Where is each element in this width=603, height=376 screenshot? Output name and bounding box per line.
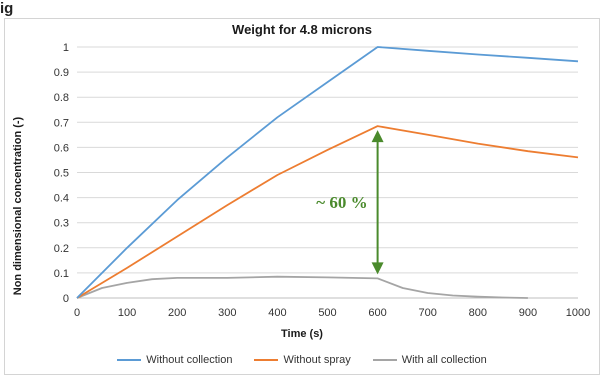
series-line-without-collection (76, 46, 579, 299)
x-tick-label: 1000 (566, 307, 590, 319)
y-tick-label: 1 (63, 42, 69, 54)
y-tick-label: 0.2 (54, 243, 69, 255)
x-tick-label: 400 (268, 307, 286, 319)
legend-label: With all collection (401, 354, 487, 366)
legend-label: Without spray (283, 354, 351, 366)
legend-item-without-spray: Without spray (254, 354, 351, 366)
series-line-without-spray (76, 125, 579, 299)
x-tick-label: 100 (118, 307, 136, 319)
y-tick-label: 0.6 (54, 142, 69, 154)
legend-item-with-all-collection: With all collection (372, 354, 487, 366)
x-tick-label: 800 (469, 307, 487, 319)
series-line-with-all-collection (76, 275, 528, 299)
legend: Without collection Without spray With al… (5, 354, 599, 366)
x-tick-label: 300 (218, 307, 236, 319)
y-tick-label: 0 (63, 293, 69, 305)
annotation-arrowhead-down (371, 262, 384, 275)
y-tick-label: 0.7 (54, 117, 69, 129)
chart-plot: 0 0.1 0.2 0.3 0.4 0.5 0.6 0.7 0.8 0.9 1 0 100 200 300 4… (54, 42, 591, 319)
legend-label: Without collection (146, 354, 233, 366)
x-tick-label: 600 (368, 307, 386, 319)
legend-swatch-with-all-collection (372, 359, 397, 361)
legend-swatch-without-spray (254, 359, 279, 361)
legend-swatch-without-collection (117, 359, 142, 361)
x-tick-label: 0 (74, 307, 80, 319)
x-tick-label: 200 (168, 307, 186, 319)
x-tick-label: 700 (419, 307, 437, 319)
x-tick-label: 500 (318, 307, 336, 319)
y-tick-label: 0.4 (54, 193, 69, 205)
y-tick-label: 0.8 (54, 92, 69, 104)
annotation-label: ~ 60 % (316, 193, 367, 212)
y-tick-label: 0.3 (54, 218, 69, 230)
x-axis-title: Time (s) (281, 328, 323, 340)
y-tick-label: 0.1 (54, 268, 69, 280)
partial-header-text: ig (0, 0, 14, 17)
legend-item-without-collection: Without collection (117, 354, 232, 366)
x-tick-label: 900 (519, 307, 537, 319)
annotation-arrowhead-up (371, 130, 384, 143)
y-tick-label: 0.5 (54, 168, 69, 180)
chart-title: Weight for 4.8 microns (232, 22, 372, 37)
y-tick-label: 0.9 (54, 67, 69, 79)
chart-container: Weight for 4.8 microns Non dimensional c… (4, 18, 600, 375)
